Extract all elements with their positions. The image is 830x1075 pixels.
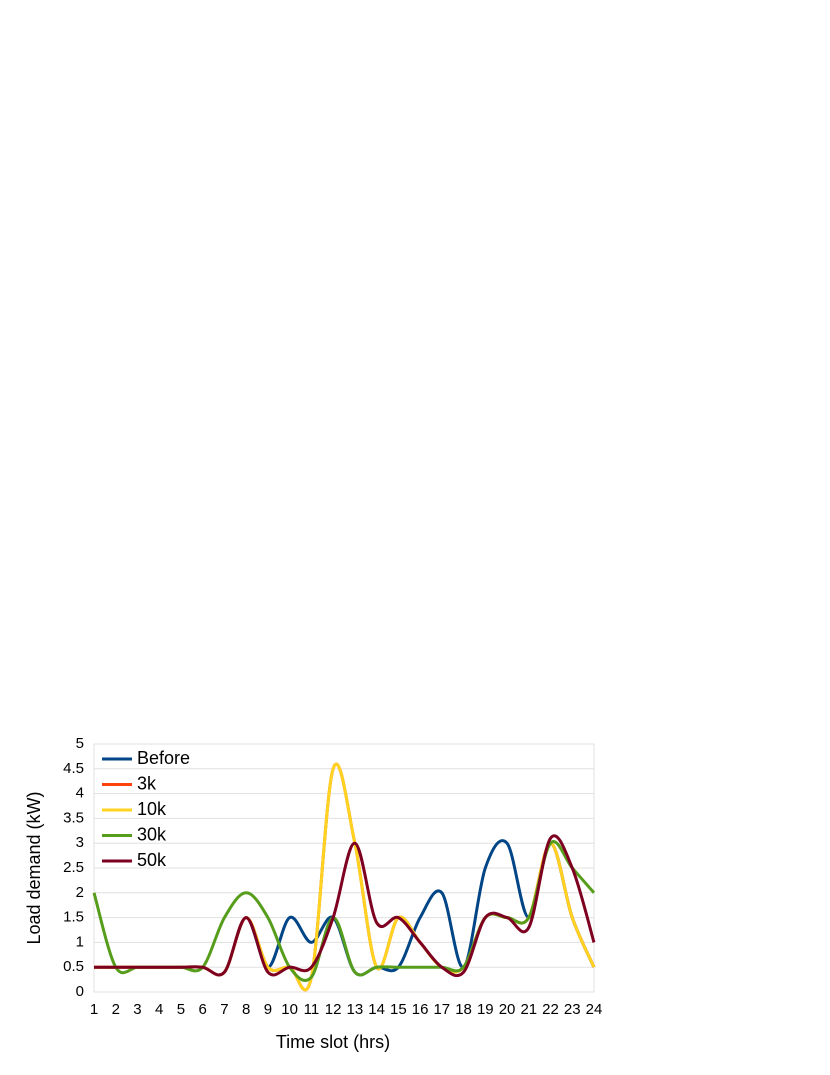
x-tick-label: 17 [433,1001,450,1018]
x-tick-label: 14 [368,1001,385,1018]
y-axis-title: Load demand (kW) [24,791,44,944]
x-tick-label: 5 [177,1001,185,1018]
y-tick-label: 0 [76,983,84,1000]
y-tick-label: 3.5 [63,809,84,826]
legend-label: 10k [137,799,167,819]
series-line [94,839,596,977]
x-tick-label: 15 [390,1001,407,1018]
legend-label: 3k [137,773,157,793]
y-tick-label: 1.5 [63,909,84,926]
x-tick-label: 8 [242,1001,250,1018]
x-tick-label: 3 [133,1001,141,1018]
x-tick-label: 22 [542,1001,559,1018]
y-tick-label: 3 [76,834,84,851]
x-tick-label: 24 [586,1001,603,1018]
x-tick-label: 16 [412,1001,429,1018]
y-tick-label: 4 [76,785,84,802]
x-tick-label: 19 [477,1001,494,1018]
y-tick-label: 4.5 [63,760,84,777]
y-tick-label: 2 [76,884,84,901]
x-tick-label: 11 [304,1001,320,1018]
x-tick-label: 1 [90,1001,98,1018]
x-tick-label: 7 [220,1001,228,1018]
y-tick-label: 2.5 [63,859,84,876]
x-tick-label: 18 [455,1001,472,1018]
y-tick-label: 5 [76,735,84,752]
x-tick-label: 6 [199,1001,207,1018]
y-tick-label: 0.5 [63,958,84,975]
y-tick-label: 1 [76,933,84,950]
x-axis-title: Time slot (hrs) [276,1032,390,1052]
x-tick-label: 12 [325,1001,342,1018]
x-tick-label: 4 [155,1001,163,1018]
x-tick-label: 23 [564,1001,581,1018]
x-tick-label: 13 [347,1001,364,1018]
legend-label: 50k [137,850,167,870]
legend-label: 30k [137,824,167,844]
series-line [94,834,596,978]
x-tick-label: 9 [264,1001,272,1018]
x-tick-label: 20 [499,1001,516,1018]
x-tick-label: 2 [112,1001,120,1018]
legend-label: Before [137,748,190,768]
series-line [92,840,596,982]
x-tick-label: 10 [281,1001,298,1018]
x-tick-label: 21 [520,1001,537,1018]
